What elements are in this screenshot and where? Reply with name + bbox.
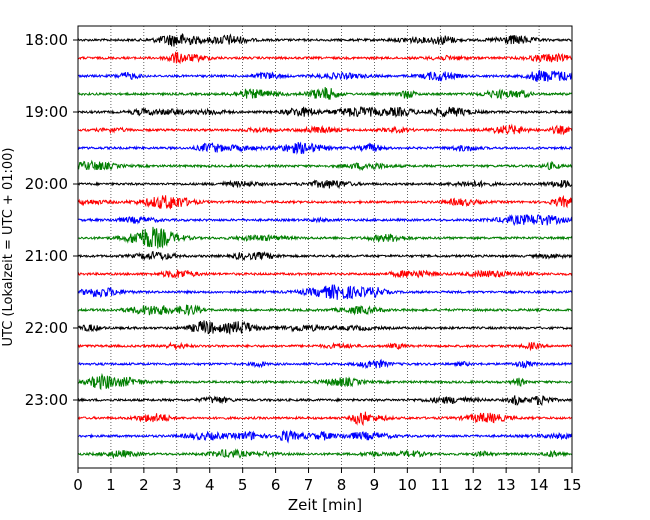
seismic-trace [77, 87, 573, 101]
seismic-trace [77, 194, 573, 210]
x-tick-label: 1 [106, 476, 116, 494]
seismic-trace [77, 250, 573, 262]
seismic-trace [77, 269, 573, 279]
seismic-trace [77, 358, 573, 370]
y-axis-ticks: 18:00 19:00 20:00 21:00 22:00 23:00 [25, 31, 78, 409]
x-tick-label: 0 [73, 476, 83, 494]
seismic-trace [77, 179, 573, 190]
x-tick-label: 4 [205, 476, 215, 494]
seismic-trace [77, 105, 573, 118]
seismic-trace [77, 141, 573, 155]
x-tick-label: 14 [530, 476, 549, 494]
x-tick-label: 15 [562, 476, 581, 494]
seismic-trace [77, 372, 573, 391]
seismic-trace [77, 429, 573, 444]
x-tick-label: 11 [431, 476, 450, 494]
seismic-trace [77, 51, 573, 65]
y-axis-label: UTC (Lokalzeit = UTC + 01:00) [1, 148, 16, 347]
x-tick-label: 7 [304, 476, 314, 494]
seismic-trace [77, 304, 573, 317]
x-axis-ticks: 0 1 2 3 4 5 6 7 8 9 10 11 12 13 14 15 [73, 468, 582, 494]
x-tick-label: 13 [497, 476, 516, 494]
seismic-traces [77, 33, 573, 460]
x-tick-label: 8 [337, 476, 347, 494]
seismic-trace [77, 226, 573, 249]
seismic-trace [77, 448, 573, 460]
seismic-trace [77, 341, 572, 352]
seismic-trace [77, 69, 573, 82]
y-tick-label: 23:00 [25, 391, 68, 409]
y-tick-label: 22:00 [25, 319, 68, 337]
y-tick-label: 19:00 [25, 103, 68, 121]
seismic-trace [77, 33, 573, 47]
seismic-trace [77, 159, 573, 172]
seismic-trace [77, 123, 573, 136]
y-tick-label: 18:00 [25, 31, 68, 49]
x-tick-label: 3 [172, 476, 182, 494]
x-axis-label: Zeit [min] [288, 496, 362, 514]
x-tick-label: 12 [464, 476, 483, 494]
plot-frame [77, 25, 573, 469]
seismic-trace [77, 284, 573, 300]
seismic-trace [77, 214, 573, 227]
seismic-trace [77, 395, 573, 407]
x-tick-label: 2 [139, 476, 149, 494]
x-tick-label: 5 [238, 476, 248, 494]
y-tick-label: 21:00 [25, 247, 68, 265]
x-tick-label: 10 [398, 476, 417, 494]
y-tick-label: 20:00 [25, 175, 68, 193]
x-tick-label: 9 [370, 476, 380, 494]
seismic-trace [77, 411, 573, 427]
x-tick-label: 6 [271, 476, 281, 494]
seismic-trace [77, 320, 573, 336]
